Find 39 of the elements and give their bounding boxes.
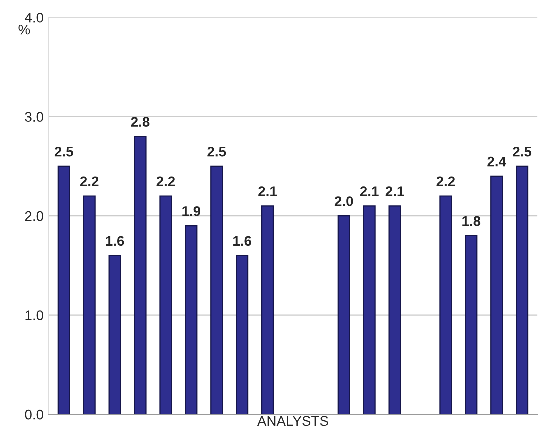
y-tick-label: 0.0 bbox=[25, 410, 44, 420]
data-label: 2.5 bbox=[54, 146, 74, 157]
bar bbox=[83, 196, 96, 415]
bar bbox=[465, 235, 478, 415]
bar bbox=[388, 206, 402, 415]
data-label: 1.9 bbox=[182, 206, 201, 216]
bar bbox=[134, 136, 147, 415]
bar bbox=[210, 166, 224, 415]
data-label: 2.5 bbox=[208, 146, 226, 157]
y-tick-label: 4.0 bbox=[25, 12, 44, 23]
bar bbox=[108, 255, 122, 415]
y-tick-label: 2.0 bbox=[25, 211, 44, 222]
bar bbox=[160, 196, 172, 415]
x-axis-title: ANALYSTS bbox=[257, 416, 328, 426]
data-label: 2.1 bbox=[386, 186, 404, 196]
bar bbox=[236, 255, 249, 415]
data-label: 2.2 bbox=[436, 176, 456, 186]
bar bbox=[338, 216, 350, 415]
bar bbox=[58, 166, 70, 415]
data-label: 2.4 bbox=[488, 156, 506, 167]
data-label: 2.1 bbox=[258, 186, 278, 196]
bar bbox=[440, 196, 452, 415]
data-label: 1.6 bbox=[234, 236, 252, 246]
bar bbox=[363, 206, 376, 415]
data-label: 2.5 bbox=[513, 146, 532, 157]
data-label: 2.0 bbox=[334, 196, 354, 206]
data-label: 2.1 bbox=[360, 186, 379, 196]
data-label: 1.8 bbox=[462, 216, 481, 226]
bar bbox=[185, 225, 198, 415]
data-label: 2.2 bbox=[156, 176, 176, 186]
bar bbox=[490, 176, 504, 415]
data-label: 1.6 bbox=[106, 236, 124, 246]
data-label: 2.8 bbox=[131, 117, 150, 128]
bar bbox=[261, 206, 274, 415]
y-tick-label: 1.0 bbox=[26, 310, 44, 320]
y-axis-title: % bbox=[18, 24, 30, 35]
y-tick-label: 3.0 bbox=[25, 112, 44, 122]
bar bbox=[516, 166, 529, 415]
data-label: 2.2 bbox=[80, 176, 99, 186]
